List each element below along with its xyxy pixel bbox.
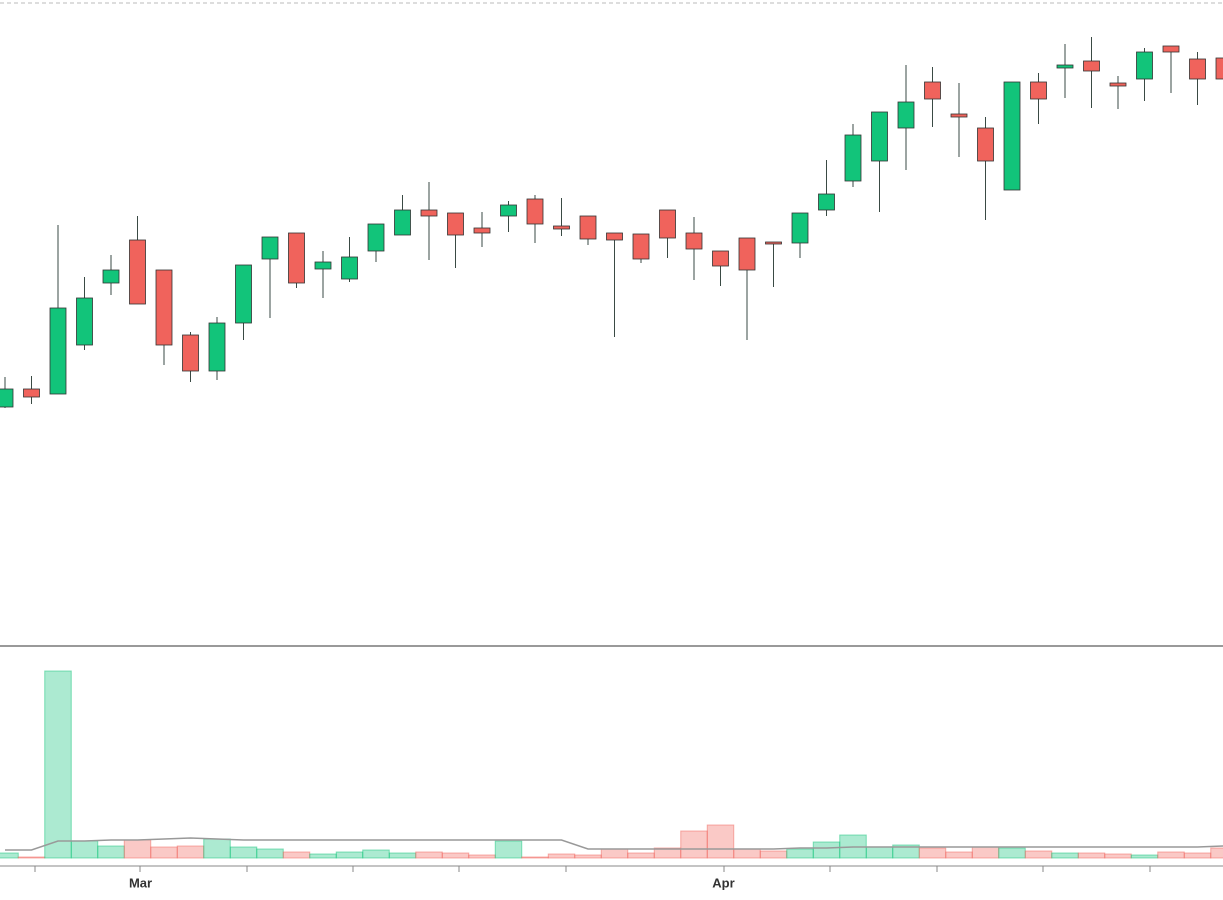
candle-body [49, 307, 67, 395]
candle-body [1030, 81, 1047, 100]
candle-body [182, 334, 199, 372]
candle-body [765, 241, 782, 245]
candle-body [235, 264, 252, 324]
candle-body [579, 215, 597, 240]
volume-bar [282, 851, 311, 859]
volume-bar [706, 824, 735, 859]
volume-bar [256, 848, 284, 859]
volume-bar [309, 853, 337, 859]
candle-body [1056, 64, 1074, 69]
volume-bar [1183, 852, 1212, 859]
volume-bar [680, 830, 708, 859]
volume-bar [600, 848, 629, 859]
volume-bar [574, 854, 602, 859]
candle-body [1215, 57, 1223, 80]
candle-body [76, 297, 93, 346]
candle-body [738, 237, 756, 271]
candle-body [129, 239, 146, 305]
volume-bar [335, 851, 364, 859]
volume-bar [0, 852, 19, 859]
candle-body [844, 134, 862, 182]
candle-body [526, 198, 544, 225]
volume-bar [865, 846, 894, 859]
volume-average-line [5, 837, 1223, 851]
volume-bar [918, 847, 947, 859]
volume-bar [971, 846, 1000, 859]
candle-body [500, 204, 517, 217]
volume-bar [759, 850, 788, 859]
volume-bar [388, 852, 417, 859]
candle-body [685, 232, 703, 250]
candle-body [897, 101, 915, 129]
candle-body [102, 269, 120, 284]
candle-body [447, 212, 464, 236]
candle-body [712, 250, 729, 267]
candle-body [632, 233, 650, 260]
volume-bar [468, 854, 496, 859]
candle-body [659, 209, 676, 239]
candle-body [288, 232, 305, 284]
candle-body [341, 256, 358, 280]
volume-bar [150, 846, 178, 859]
candle-body [155, 269, 173, 346]
candle-body [0, 388, 14, 408]
volume-bar [44, 670, 72, 859]
candle-body [818, 193, 835, 211]
candle-body [208, 322, 226, 372]
volume-bar [229, 846, 258, 859]
volume-bar [627, 852, 655, 859]
axis-ticks [34, 866, 1151, 872]
candle-body [1189, 58, 1206, 80]
volume-bar [733, 848, 761, 859]
volume-bar [441, 852, 470, 859]
candle-body [791, 212, 809, 244]
volume-bar [945, 851, 973, 859]
candle-body [23, 388, 40, 398]
candle-body [420, 209, 438, 217]
candle-body [1109, 82, 1127, 87]
candle-body [977, 127, 994, 162]
volume-bar [812, 841, 841, 859]
candle-body [871, 111, 888, 162]
volume-bar [415, 851, 443, 859]
volume-bar [97, 845, 125, 859]
volume-bar [786, 848, 814, 859]
candle-body [1083, 60, 1100, 72]
volume-bar [547, 853, 576, 859]
volume-bar [1077, 852, 1106, 859]
candle-body [367, 223, 385, 252]
volume-bar [521, 856, 549, 859]
x-tick-label: Mar [129, 875, 152, 890]
volume-bar [998, 847, 1026, 859]
volume-bar [123, 839, 152, 859]
candle-body [473, 227, 491, 234]
candle-body [1003, 81, 1021, 191]
volume-bar [1051, 852, 1079, 859]
candle-body [1136, 51, 1153, 80]
candle-body [924, 81, 941, 100]
candle-body [261, 236, 279, 260]
volume-bar [1104, 853, 1132, 859]
volume-bar [17, 856, 46, 859]
candle-body [606, 232, 623, 241]
volume-bar [494, 840, 523, 859]
volume-bar [362, 849, 390, 859]
volume-bar [1157, 851, 1185, 859]
volume-bar [1210, 847, 1223, 859]
volume-bar [203, 838, 231, 859]
candle-body [1162, 45, 1180, 53]
volume-bar [1130, 854, 1159, 859]
volume-bar [70, 840, 99, 859]
candle-body [950, 113, 968, 118]
volume-bar [176, 845, 205, 859]
volume-bar [1024, 850, 1053, 859]
candle-body [314, 261, 332, 270]
x-tick-label: Apr [712, 875, 734, 890]
candle-body [394, 209, 411, 236]
candle-body [553, 225, 570, 230]
